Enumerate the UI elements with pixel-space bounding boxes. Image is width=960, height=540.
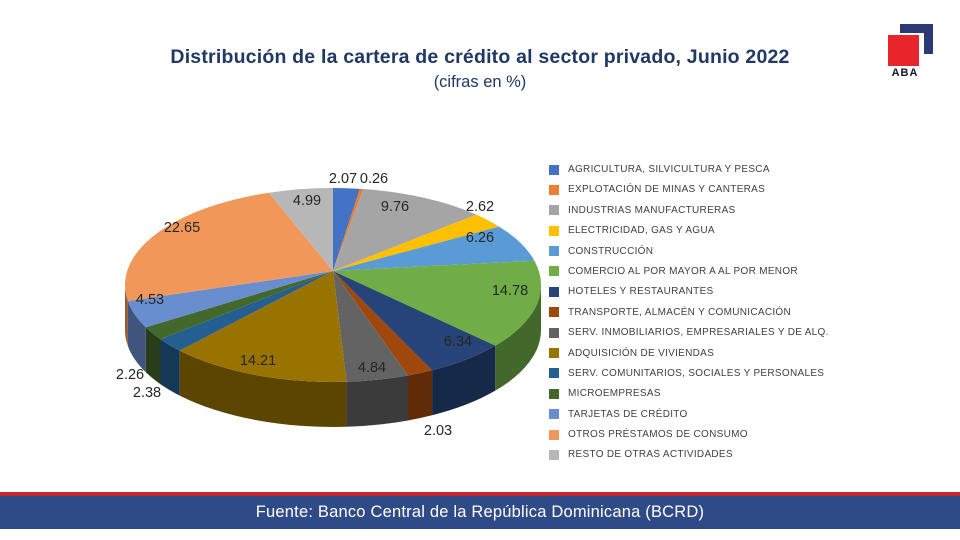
- legend-item: SERV. INMOBILIARIOS, EMPRESARIALES Y DE …: [549, 326, 829, 339]
- legend-item: ADQUISICIÓN DE VIVIENDAS: [549, 347, 829, 360]
- legend-item: INDUSTRIAS MANUFACTURERAS: [549, 204, 829, 217]
- pie-slice-side: [432, 345, 496, 416]
- logo-bracket-icon: [900, 24, 933, 33]
- legend-swatch-icon: [549, 225, 559, 236]
- pie-slice-side: [127, 301, 146, 373]
- pie-slice: [333, 271, 496, 371]
- legend-label: OTROS PRÉSTAMOS DE CONSUMO: [568, 429, 748, 441]
- pie-slice: [333, 226, 535, 271]
- legend-item: SERV. COMUNITARIOS, SOCIALES Y PERSONALE…: [549, 367, 829, 380]
- legend-swatch-icon: [549, 184, 559, 195]
- legend-item: CONSTRUCCIÓN: [549, 245, 829, 258]
- legend-label: COMERCIO AL POR MAYOR A AL POR MENOR: [568, 265, 798, 277]
- pie-slice: [333, 271, 408, 382]
- legend-swatch-icon: [549, 348, 559, 359]
- pie-slice: [268, 188, 333, 271]
- pie-slice: [125, 192, 333, 302]
- pie-slice: [333, 214, 500, 271]
- legend-label: ELECTRICIDAD, GAS Y AGUA: [568, 225, 715, 237]
- pie-slice-side: [145, 327, 161, 385]
- legend-swatch-icon: [549, 307, 559, 318]
- legend-item: AGRICULTURA, SILVICULTURA Y PESCA: [549, 163, 829, 176]
- pie-slice: [145, 271, 333, 340]
- footer-accent-line: [0, 492, 960, 496]
- pie-slice: [333, 188, 360, 271]
- legend-label: CONSTRUCCIÓN: [568, 245, 654, 257]
- legend-swatch-icon: [549, 327, 559, 338]
- pie-tops-group: [125, 188, 541, 383]
- pie-slice-side: [408, 370, 433, 421]
- legend-label: MICROEMPRESAS: [568, 388, 661, 400]
- legend-item: TARJETAS DE CRÉDITO: [549, 408, 829, 421]
- legend-label: SERV. COMUNITARIOS, SOCIALES Y PERSONALE…: [568, 367, 825, 379]
- legend-label: INDUSTRIAS MANUFACTURERAS: [568, 204, 736, 216]
- pie-slice-side: [346, 375, 408, 427]
- legend-label: RESTO DE OTRAS ACTIVIDADES: [568, 449, 733, 461]
- logo-text: ABA: [891, 67, 919, 79]
- legend-swatch-icon: [549, 429, 559, 440]
- legend-swatch-icon: [549, 388, 559, 399]
- legend-item: OTROS PRÉSTAMOS DE CONSUMO: [549, 428, 829, 441]
- pie-slice: [179, 271, 347, 383]
- legend-swatch-icon: [549, 286, 559, 297]
- chart-title: Distribución de la cartera de crédito al…: [170, 46, 790, 68]
- legend-swatch-icon: [549, 164, 559, 175]
- chart-subtitle: (cifras en %): [433, 73, 527, 91]
- pie-chart: [125, 188, 541, 428]
- legend-swatch-icon: [549, 449, 559, 460]
- pie-slice-side: [160, 339, 180, 396]
- pie-slice-side: [125, 285, 128, 347]
- pie-slice: [333, 260, 541, 346]
- legend-item: RESTO DE OTRAS ACTIVIDADES: [549, 448, 829, 461]
- legend-label: EXPLOTACIÓN DE MINAS Y CANTERAS: [568, 184, 766, 196]
- pie-slice-side: [179, 350, 347, 428]
- logo-square-icon: [888, 35, 919, 66]
- pie-slice: [160, 271, 333, 351]
- pie-slice: [333, 189, 477, 271]
- legend-swatch-icon: [549, 205, 559, 216]
- legend-label: TRANSPORTE, ALMACÉN Y COMUNICACIÓN: [568, 306, 792, 318]
- legend-item: EXPLOTACIÓN DE MINAS Y CANTERAS: [549, 183, 829, 196]
- source-text: Fuente: Banco Central de la República Do…: [255, 503, 705, 521]
- legend-item: MICROEMPRESAS: [549, 387, 829, 400]
- legend-swatch-icon: [549, 246, 559, 257]
- legend-item: HOTELES Y RESTAURANTES: [549, 285, 829, 298]
- legend-item: TRANSPORTE, ALMACÉN Y COMUNICACIÓN: [549, 306, 829, 319]
- legend-label: SERV. INMOBILIARIOS, EMPRESARIALES Y DE …: [568, 327, 829, 339]
- logo-bracket-icon: [924, 24, 933, 54]
- legend-label: TARJETAS DE CRÉDITO: [568, 408, 688, 420]
- legend-label: AGRICULTURA, SILVICULTURA Y PESCA: [568, 164, 770, 175]
- pie-slice: [333, 271, 433, 376]
- pie-slice: [333, 188, 364, 271]
- legend-label: ADQUISICIÓN DE VIVIENDAS: [568, 347, 715, 359]
- pie-slice-side: [495, 285, 541, 391]
- legend-swatch-icon: [549, 409, 559, 420]
- legend-swatch-icon: [549, 368, 559, 379]
- legend-swatch-icon: [549, 266, 559, 277]
- aba-logo: ABA: [884, 20, 940, 82]
- chart-legend: AGRICULTURA, SILVICULTURA Y PESCA EXPLOTA…: [549, 163, 829, 461]
- legend-item: COMERCIO AL POR MAYOR A AL POR MENOR: [549, 265, 829, 278]
- legend-item: ELECTRICIDAD, GAS Y AGUA: [549, 224, 829, 237]
- footer-bar: Fuente: Banco Central de la República Do…: [0, 496, 960, 529]
- pie-slice: [127, 271, 333, 328]
- legend-label: HOTELES Y RESTAURANTES: [568, 286, 714, 298]
- pie-sides-group: [125, 285, 541, 428]
